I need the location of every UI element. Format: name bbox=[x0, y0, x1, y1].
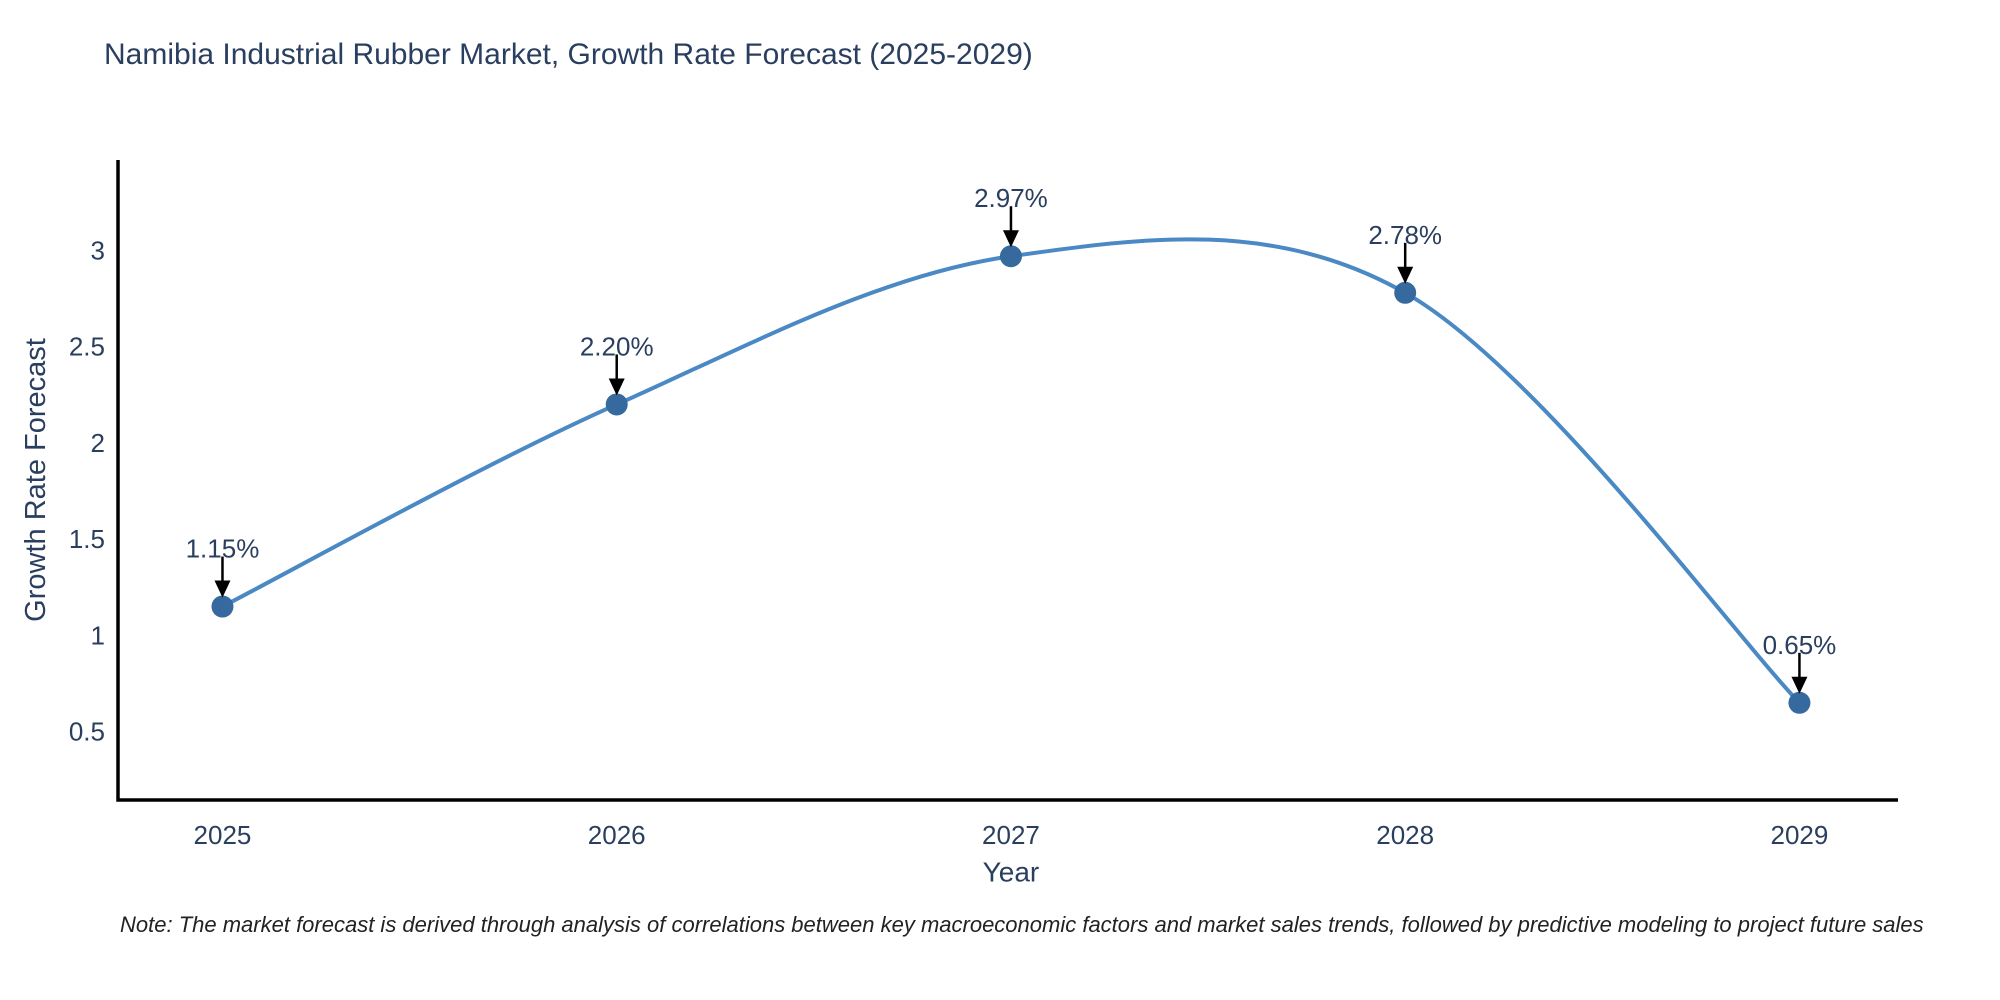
y-tick-label: 1.5 bbox=[69, 524, 105, 554]
x-tick-label: 2025 bbox=[194, 820, 252, 850]
annotation-label: 2.97% bbox=[974, 183, 1048, 213]
x-tick-label: 2027 bbox=[982, 820, 1040, 850]
footnote-text: Note: The market forecast is derived thr… bbox=[120, 912, 1924, 937]
annotation-arrowhead-icon bbox=[1791, 676, 1808, 694]
y-tick-label: 0.5 bbox=[69, 717, 105, 747]
y-axis-title: Growth Rate Forecast bbox=[20, 338, 52, 622]
annotation-label: 1.15% bbox=[186, 534, 260, 564]
x-tick-label: 2029 bbox=[1771, 820, 1829, 850]
annotation-arrowhead-icon bbox=[1397, 266, 1414, 284]
axis-spines bbox=[116, 160, 1898, 802]
annotation-arrowhead-icon bbox=[608, 378, 625, 396]
data-point-marker[interactable] bbox=[1788, 691, 1811, 714]
data-point-marker[interactable] bbox=[211, 595, 234, 618]
x-axis-title: Year bbox=[983, 857, 1040, 888]
data-point-marker[interactable] bbox=[999, 245, 1022, 268]
annotation-arrowhead-icon bbox=[1002, 230, 1019, 248]
annotation-label: 2.78% bbox=[1368, 220, 1442, 250]
annotation-label: 2.20% bbox=[580, 331, 654, 361]
data-point-marker[interactable] bbox=[605, 393, 628, 416]
forecast-line bbox=[220, 237, 1802, 705]
y-tick-label: 3 bbox=[91, 235, 105, 265]
y-tick-label: 2.5 bbox=[69, 332, 105, 362]
annotation-label: 0.65% bbox=[1763, 630, 1837, 660]
y-tick-label: 1 bbox=[91, 620, 105, 650]
data-point-marker[interactable] bbox=[1394, 281, 1417, 304]
y-tick-label: 2 bbox=[91, 428, 105, 458]
x-tick-label: 2028 bbox=[1376, 820, 1434, 850]
chart-title: Namibia Industrial Rubber Market, Growth… bbox=[104, 38, 1033, 71]
annotation-arrowhead-icon bbox=[214, 580, 231, 598]
x-tick-label: 2026 bbox=[588, 820, 646, 850]
